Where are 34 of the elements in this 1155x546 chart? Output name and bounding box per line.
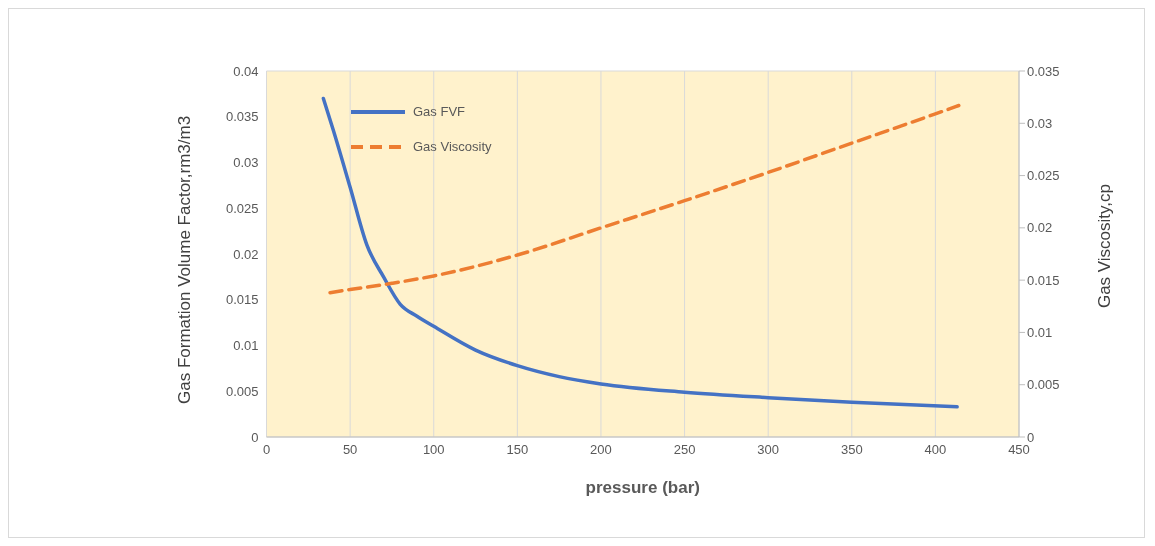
y2-tick-label: 0.005 [1027,377,1060,393]
y-tick-label: 0.04 [233,63,259,79]
x-tick-label: 50 [342,442,358,458]
legend-label: Gas Viscosity [413,139,492,154]
y2-axis-title: Gas Viscosity,cp [1095,184,1115,309]
y-tick-label: 0.03 [233,155,259,171]
x-tick-label: 300 [757,442,780,458]
y2-tick-label: 0.035 [1027,63,1060,79]
y-axis-title: Gas Formation Volume Factor,rm3/m3 [174,115,194,404]
y-tick-label: 0 [251,429,259,445]
line-series [328,103,961,295]
y-tick-label: 0.025 [225,200,259,216]
y-tick-label: 0.01 [233,338,259,354]
y-tick-label: 0.02 [233,246,259,262]
x-tick-label: 350 [840,442,863,458]
y-tick-label: 0.005 [225,383,259,399]
y2-tick-label: 0.01 [1027,325,1053,341]
y-tick-label: 0.015 [225,292,259,308]
x-tick-label: 250 [673,442,696,458]
x-axis-title: pressure (bar) [585,478,700,497]
y2-tick-label: 0 [1027,429,1035,445]
x-tick-label: 0 [262,442,271,458]
x-tick-label: 200 [590,442,612,458]
y2-tick-label: 0.025 [1027,168,1060,184]
legend-label: Gas FVF [413,104,466,119]
x-tick-label: 150 [506,442,529,458]
x-tick-label: 100 [422,442,445,458]
x-tick-label: 450 [1008,442,1030,458]
y2-tick-label: 0.015 [1027,272,1060,288]
x-tick-label: 400 [924,442,947,458]
y-tick-label: 0.035 [225,109,259,125]
line-series [321,96,959,409]
y2-tick-label: 0.03 [1027,115,1053,131]
y2-tick-label: 0.02 [1027,220,1053,236]
